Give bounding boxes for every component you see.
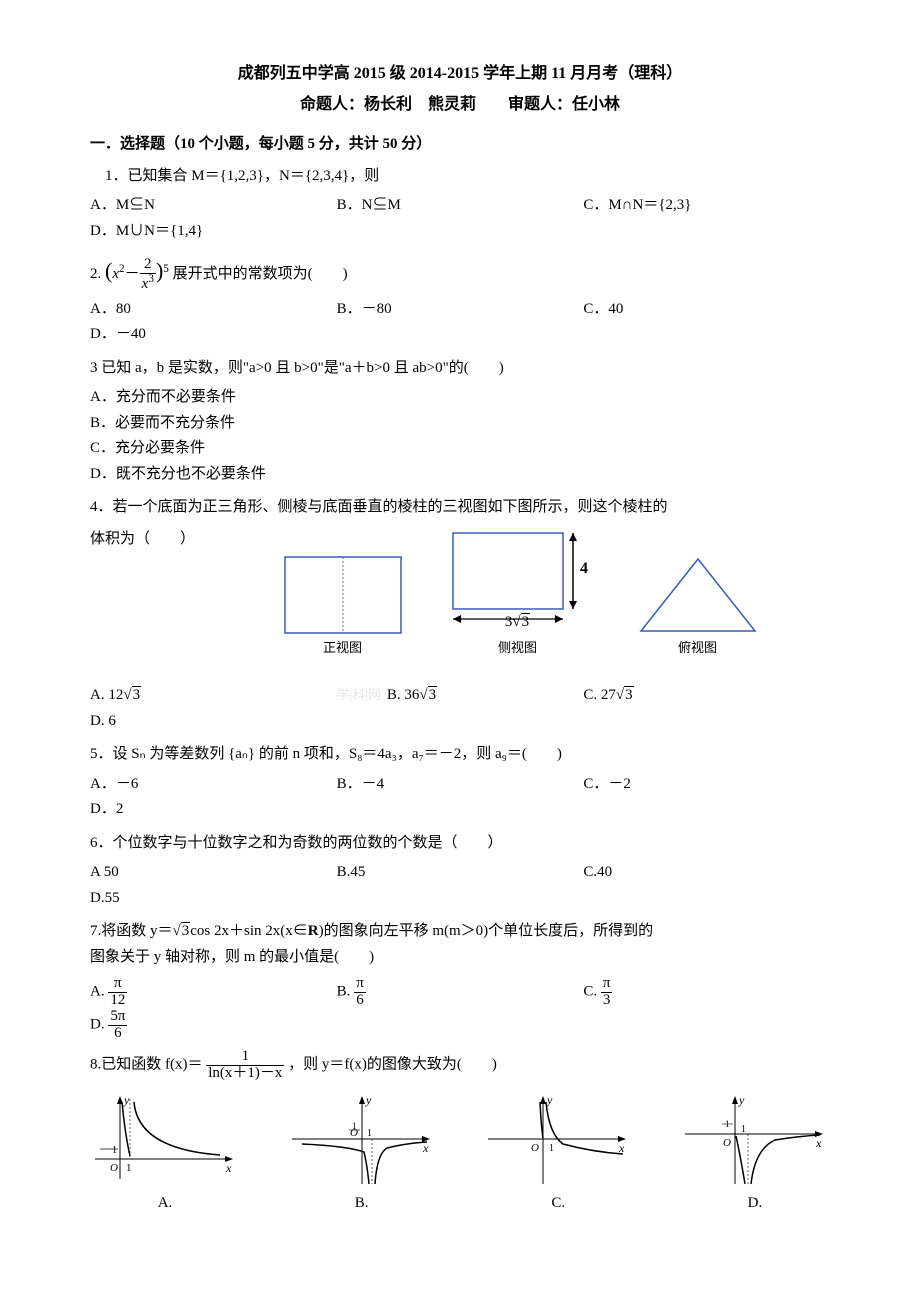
svg-text:1: 1 <box>741 1124 746 1135</box>
q6-choice-c: C.40 <box>583 860 830 886</box>
question-7: 7.将函数 y＝3cos 2x＋sin 2x(x∈R)的图象向左平移 m(m＞0… <box>90 919 830 1041</box>
q7-choice-b: B. π6 <box>337 976 584 1009</box>
svg-text:1: 1 <box>367 1128 372 1139</box>
svg-text:x: x <box>815 1136 822 1150</box>
q4-choice-a: A. 123 <box>90 683 337 709</box>
q5-choice-b: B．－4 <box>337 772 584 798</box>
q5-stem: 5．设 Sₙ 为等差数列 {aₙ} 的前 n 项和，S₈＝4a₃，a₇＝－2，则… <box>90 742 830 768</box>
q2-choice-b: B．－80 <box>337 297 584 323</box>
q1-choice-c: C．M∩N＝{2,3} <box>583 193 830 219</box>
q5-choice-c: C．－2 <box>583 772 830 798</box>
q7-stem-1: 7.将函数 y＝3cos 2x＋sin 2x(x∈R)的图象向左平移 m(m＞0… <box>90 919 830 945</box>
q8-graph-row: y x O 1 1 A. y x O 1 1 <box>90 1094 830 1217</box>
q6-stem: 6．个位数字与十位数字之和为奇数的两位数的个数是（ ） <box>90 831 830 857</box>
q8-label-a: A. <box>90 1191 240 1217</box>
q4-figure-row: 正视图 4 33 侧视图 <box>215 531 830 660</box>
q7-choices: A. π12 B. π6 C. π3 D. 5π6 <box>90 976 830 1041</box>
svg-text:1: 1 <box>725 1119 730 1129</box>
q4-choice-b: 学|科|网B. 363 <box>337 683 584 709</box>
q2-stem: 2. (x2－2x3)5 展开式中的常数项为( ) <box>90 252 830 292</box>
q1-choices: A．M⊆N B．N⊆M C．M∩N＝{2,3} D．M∪N＝{1,4} <box>90 193 830 244</box>
q4-cap-top: 俯视图 <box>633 637 763 659</box>
q3-stem: 3 已知 a，b 是实数，则"a>0 且 b>0"是"a＋b>0 且 ab>0"… <box>90 356 830 382</box>
q4-cap-side: 侧视图 <box>443 637 593 659</box>
q4-cap-front: 正视图 <box>283 637 403 659</box>
q4-front-view: 正视图 <box>283 555 403 659</box>
q4-top-view: 俯视图 <box>633 555 763 659</box>
q2-choice-c: C．40 <box>583 297 830 323</box>
svg-text:O: O <box>723 1137 731 1149</box>
svg-text:y: y <box>123 1094 130 1107</box>
q7-choice-d: D. 5π6 <box>90 1009 830 1042</box>
q1-choice-d: D．M∪N＝{1,4} <box>90 219 830 245</box>
question-2: 2. (x2－2x3)5 展开式中的常数项为( ) A．80 B．－80 C．4… <box>90 252 830 347</box>
svg-text:O: O <box>531 1142 539 1154</box>
section-1-heading: 一．选择题（10 个小题，每小题 5 分，共计 50 分） <box>90 132 830 158</box>
q4-choice-d: D. 6 <box>90 709 830 735</box>
title-line-1: 成都列五中学高 2015 级 2014-2015 学年上期 11 月月考（理科） <box>90 60 830 87</box>
svg-text:1: 1 <box>126 1162 132 1174</box>
q6-choice-a: A 50 <box>90 860 337 886</box>
question-8: 8.已知函数 f(x)＝ 1ln(x＋1)－x ，则 y＝f(x)的图像大致为(… <box>90 1049 830 1216</box>
q2-choices: A．80 B．－80 C．40 D．－40 <box>90 297 830 348</box>
q3-choice-a: A．充分而不必要条件 <box>90 385 830 411</box>
q8-graph-a: y x O 1 1 A. <box>90 1094 240 1217</box>
q4-stem-2: 体积为（ ） <box>90 521 195 553</box>
svg-text:1: 1 <box>352 1121 357 1131</box>
q8-graph-c: y x O 1 C. <box>483 1094 633 1217</box>
q8-label-b: B. <box>287 1191 437 1217</box>
q3-choice-c: C．充分必要条件 <box>90 436 830 462</box>
title-line-2: 命题人：杨长利 熊灵莉 审题人：任小林 <box>90 91 830 118</box>
q2-choice-a: A．80 <box>90 297 337 323</box>
q8-stem: 8.已知函数 f(x)＝ 1ln(x＋1)－x ，则 y＝f(x)的图像大致为(… <box>90 1049 830 1082</box>
q8-label-c: C. <box>483 1191 633 1217</box>
svg-text:x: x <box>618 1141 625 1155</box>
svg-text:1: 1 <box>112 1145 117 1156</box>
q4-choices: A. 123 学|科|网B. 363 C. 273 D. 6 <box>90 683 830 734</box>
question-3: 3 已知 a，b 是实数，则"a>0 且 b>0"是"a＋b>0 且 ab>0"… <box>90 356 830 488</box>
question-1: 1．已知集合 M＝{1,2,3}，N＝{2,3,4}，则 A．M⊆N B．N⊆M… <box>90 164 830 245</box>
svg-text:y: y <box>365 1094 372 1107</box>
q8-graph-d: y x O 1 1 D. <box>680 1094 830 1217</box>
q4-side-view: 4 33 侧视图 <box>443 531 593 660</box>
question-4: 4．若一个底面为正三角形、侧棱与底面垂直的棱柱的三视图如下图所示，则这个棱柱的 … <box>90 495 830 734</box>
q1-choice-b: B．N⊆M <box>337 193 584 219</box>
svg-text:x: x <box>422 1141 429 1155</box>
q6-choice-d: D.55 <box>90 886 830 912</box>
q8-label-d: D. <box>680 1191 830 1217</box>
q1-choice-a: A．M⊆N <box>90 193 337 219</box>
q5-choices: A．－6 B．－4 C．－2 D．2 <box>90 772 830 823</box>
q3-choices: A．充分而不必要条件 B．必要而不充分条件 C．充分必要条件 D．既不充分也不必… <box>90 385 830 487</box>
question-5: 5．设 Sₙ 为等差数列 {aₙ} 的前 n 项和，S₈＝4a₃，a₇＝－2，则… <box>90 742 830 823</box>
q7-choice-a: A. π12 <box>90 976 337 1009</box>
q8-graph-b: y x O 1 1 B. <box>287 1094 437 1217</box>
svg-text:1: 1 <box>549 1143 554 1154</box>
q7-choice-c: C. π3 <box>583 976 830 1009</box>
q5-choice-d: D．2 <box>90 797 830 823</box>
svg-text:x: x <box>225 1161 232 1175</box>
q2-choice-d: D．－40 <box>90 322 830 348</box>
q6-choices: A 50 B.45 C.40 D.55 <box>90 860 830 911</box>
q4-stem-1: 4．若一个底面为正三角形、侧棱与底面垂直的棱柱的三视图如下图所示，则这个棱柱的 <box>90 495 830 521</box>
q5-choice-a: A．－6 <box>90 772 337 798</box>
q4-choice-c: C. 273 <box>583 683 830 709</box>
q3-choice-d: D．既不充分也不必要条件 <box>90 462 830 488</box>
q4-dim-h: 4 <box>580 560 588 577</box>
svg-text:y: y <box>738 1094 745 1107</box>
q6-choice-b: B.45 <box>337 860 584 886</box>
q3-choice-b: B．必要而不充分条件 <box>90 411 830 437</box>
svg-text:O: O <box>110 1162 118 1174</box>
q1-stem: 1．已知集合 M＝{1,2,3}，N＝{2,3,4}，则 <box>90 164 830 190</box>
q7-stem-2: 图象关于 y 轴对称，则 m 的最小值是( ) <box>90 945 830 971</box>
question-6: 6．个位数字与十位数字之和为奇数的两位数的个数是（ ） A 50 B.45 C.… <box>90 831 830 912</box>
q4-dim-w: 33 <box>443 610 593 636</box>
